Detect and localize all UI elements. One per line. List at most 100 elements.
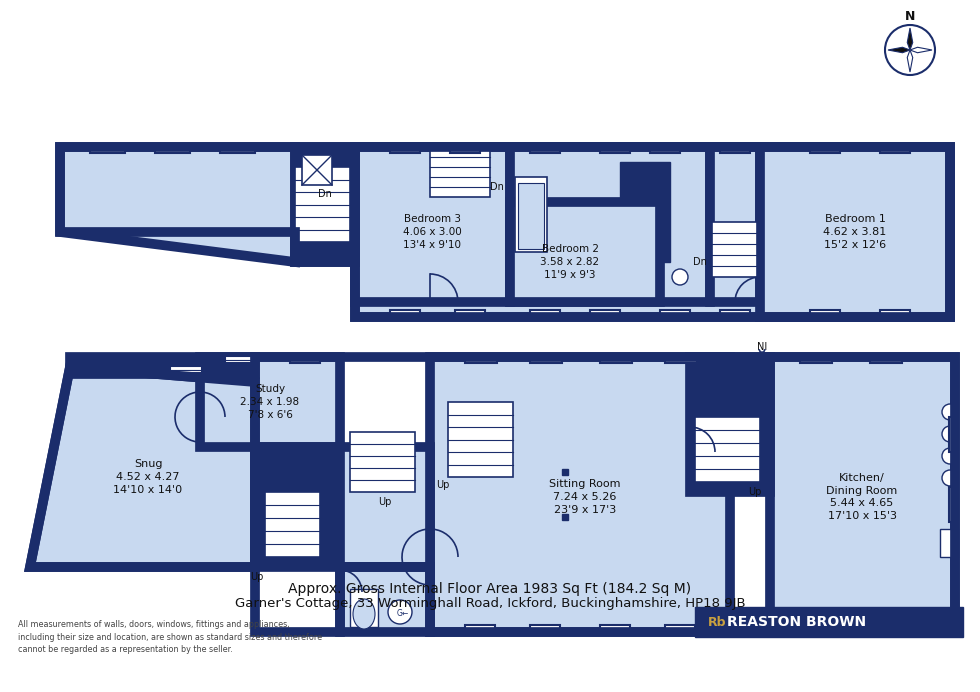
- Polygon shape: [30, 367, 255, 567]
- Text: Study
2.34 x 1.98
7'8 x 6'6: Study 2.34 x 1.98 7'8 x 6'6: [240, 384, 300, 420]
- Text: Dn: Dn: [693, 257, 707, 267]
- Polygon shape: [888, 47, 910, 53]
- Polygon shape: [510, 202, 660, 302]
- Text: Up: Up: [749, 487, 761, 497]
- Polygon shape: [60, 147, 295, 262]
- Polygon shape: [265, 492, 320, 557]
- Polygon shape: [560, 162, 670, 262]
- Polygon shape: [695, 417, 760, 482]
- Polygon shape: [465, 356, 497, 363]
- Text: G←: G←: [397, 610, 409, 619]
- Text: Bedroom 1
4.62 x 3.81
15'2 x 12'6: Bedroom 1 4.62 x 3.81 15'2 x 12'6: [823, 215, 887, 250]
- Polygon shape: [810, 146, 840, 153]
- Polygon shape: [800, 356, 832, 363]
- Polygon shape: [170, 366, 202, 373]
- Polygon shape: [600, 625, 630, 632]
- Polygon shape: [390, 146, 420, 153]
- Circle shape: [388, 600, 412, 624]
- Text: NI: NI: [757, 342, 767, 352]
- Text: Up: Up: [436, 480, 450, 490]
- Polygon shape: [720, 310, 750, 317]
- Polygon shape: [665, 356, 697, 363]
- Polygon shape: [949, 487, 956, 522]
- Text: Dn: Dn: [490, 182, 504, 192]
- Polygon shape: [665, 625, 695, 632]
- Polygon shape: [949, 417, 956, 452]
- Polygon shape: [710, 147, 760, 302]
- Polygon shape: [720, 146, 750, 153]
- Polygon shape: [590, 310, 620, 317]
- Polygon shape: [600, 356, 632, 363]
- Text: Rb: Rb: [708, 615, 726, 628]
- Polygon shape: [800, 625, 830, 632]
- Polygon shape: [910, 47, 932, 53]
- Polygon shape: [907, 50, 912, 72]
- Polygon shape: [940, 529, 958, 557]
- Polygon shape: [295, 167, 350, 242]
- Polygon shape: [225, 356, 255, 363]
- Polygon shape: [465, 625, 495, 632]
- Polygon shape: [295, 147, 355, 262]
- Polygon shape: [712, 222, 757, 277]
- Polygon shape: [650, 146, 680, 153]
- Polygon shape: [430, 357, 730, 632]
- Polygon shape: [448, 402, 513, 477]
- Ellipse shape: [353, 599, 375, 629]
- Text: Dn: Dn: [318, 189, 332, 199]
- Polygon shape: [450, 146, 480, 153]
- Polygon shape: [695, 607, 963, 637]
- Polygon shape: [600, 146, 630, 153]
- Polygon shape: [390, 310, 420, 317]
- Circle shape: [942, 404, 958, 420]
- Text: Approx. Gross Internal Floor Area 1983 Sq Ft (184.2 Sq M): Approx. Gross Internal Floor Area 1983 S…: [288, 582, 692, 596]
- Polygon shape: [200, 357, 340, 447]
- Polygon shape: [760, 147, 950, 317]
- Text: Sitting Room
7.24 x 5.26
23'9 x 17'3: Sitting Room 7.24 x 5.26 23'9 x 17'3: [549, 479, 620, 515]
- Polygon shape: [350, 432, 415, 492]
- Polygon shape: [70, 357, 255, 374]
- Circle shape: [672, 269, 688, 285]
- Text: Snug
4.52 x 4.27
14'10 x 14'0: Snug 4.52 x 4.27 14'10 x 14'0: [114, 459, 182, 495]
- Polygon shape: [350, 589, 378, 627]
- Text: Up: Up: [250, 572, 264, 582]
- Polygon shape: [880, 146, 910, 153]
- Polygon shape: [355, 147, 510, 302]
- Polygon shape: [870, 625, 900, 632]
- Polygon shape: [90, 366, 122, 373]
- Circle shape: [942, 426, 958, 442]
- Polygon shape: [660, 310, 690, 317]
- Polygon shape: [220, 146, 255, 153]
- Polygon shape: [518, 183, 544, 249]
- Polygon shape: [690, 357, 770, 492]
- Circle shape: [942, 448, 958, 464]
- Polygon shape: [515, 177, 547, 252]
- Text: All measurements of walls, doors, windows, fittings and appliances,
including th: All measurements of walls, doors, window…: [18, 620, 322, 654]
- Polygon shape: [255, 447, 340, 567]
- Text: Bedroom 2
3.58 x 2.82
11'9 x 9'3: Bedroom 2 3.58 x 2.82 11'9 x 9'3: [540, 244, 600, 280]
- Polygon shape: [430, 147, 490, 197]
- Polygon shape: [90, 146, 125, 153]
- Polygon shape: [455, 310, 485, 317]
- Polygon shape: [355, 147, 950, 317]
- Polygon shape: [340, 447, 430, 567]
- Text: Kitchen/
Dining Room
5.44 x 4.65
17'10 x 15'3: Kitchen/ Dining Room 5.44 x 4.65 17'10 x…: [826, 473, 898, 521]
- Text: Garner's Cottage, 33 Worminghall Road, Ickford, Buckinghamshire, HP18 9JB: Garner's Cottage, 33 Worminghall Road, I…: [234, 597, 746, 610]
- Polygon shape: [530, 146, 560, 153]
- Polygon shape: [870, 356, 902, 363]
- Polygon shape: [810, 310, 840, 317]
- Text: Up: Up: [378, 497, 392, 507]
- Polygon shape: [530, 356, 562, 363]
- Text: Bedroom 3
4.06 x 3.00
13'4 x 9'10: Bedroom 3 4.06 x 3.00 13'4 x 9'10: [403, 215, 462, 250]
- Text: REASTON BROWN: REASTON BROWN: [727, 615, 866, 629]
- Polygon shape: [880, 310, 910, 317]
- Polygon shape: [510, 147, 710, 302]
- Polygon shape: [340, 567, 430, 632]
- Polygon shape: [302, 155, 332, 185]
- Polygon shape: [155, 146, 190, 153]
- Circle shape: [942, 470, 958, 486]
- Polygon shape: [530, 625, 560, 632]
- Polygon shape: [290, 356, 320, 363]
- Polygon shape: [770, 357, 955, 632]
- Text: N: N: [905, 10, 915, 23]
- Polygon shape: [907, 28, 912, 50]
